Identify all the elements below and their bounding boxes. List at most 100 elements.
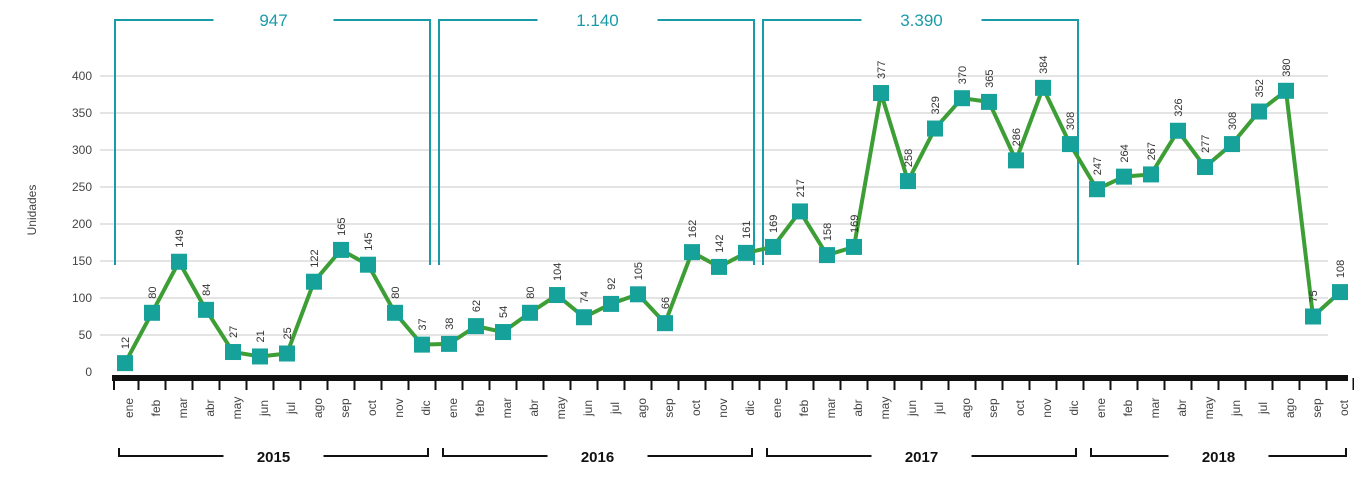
year-label: 2015: [257, 449, 290, 466]
value-label: 84: [201, 284, 213, 296]
value-label: 286: [1011, 128, 1023, 146]
x-tick-label: abr: [203, 399, 217, 416]
total-label: 3.390: [900, 11, 943, 30]
x-tick-label: jun: [1229, 400, 1243, 417]
marker: [1062, 136, 1078, 153]
marker: [468, 318, 484, 335]
x-tick-label: ago: [1283, 398, 1297, 418]
y-tick-label: 100: [72, 291, 92, 305]
x-tick-label: abr: [527, 399, 541, 416]
x-tick-label: feb: [797, 399, 811, 416]
year-label: 2017: [905, 449, 938, 466]
marker: [954, 90, 970, 107]
marker: [1251, 103, 1267, 120]
value-label: 145: [363, 232, 375, 250]
x-tick-label: mar: [1148, 398, 1162, 419]
value-label: 25: [282, 327, 294, 339]
value-label: 326: [1173, 98, 1185, 116]
value-label: 21: [255, 330, 267, 342]
x-tick-label: jul: [608, 402, 622, 415]
x-tick-label: sep: [986, 398, 1000, 418]
marker: [306, 273, 322, 290]
marker: [1224, 136, 1240, 153]
marker: [657, 315, 673, 332]
x-tick-label: jul: [284, 402, 298, 415]
x-tick-label: mar: [176, 398, 190, 419]
x-tick-label: may: [230, 397, 244, 420]
x-tick-label: feb: [473, 399, 487, 416]
marker: [1035, 79, 1051, 96]
marker: [549, 287, 565, 304]
x-tick-label: nov: [392, 398, 406, 417]
total-bracket: [114, 19, 431, 265]
value-label: 54: [498, 306, 510, 318]
total-label: 947: [259, 11, 287, 30]
value-label: 308: [1065, 112, 1077, 130]
year-bracket: [766, 448, 1077, 457]
marker: [819, 247, 835, 264]
value-label: 162: [687, 220, 699, 238]
x-tick-label: may: [554, 397, 568, 420]
value-label: 370: [957, 66, 969, 84]
x-tick-label: mar: [824, 398, 838, 419]
marker: [1278, 82, 1294, 99]
value-label: 66: [660, 297, 672, 309]
marker: [1116, 168, 1132, 185]
value-label: 380: [1281, 58, 1293, 76]
marker: [1143, 166, 1159, 183]
marker: [279, 345, 295, 362]
value-label: 308: [1227, 112, 1239, 130]
marker: [765, 238, 781, 255]
value-label: 352: [1254, 79, 1266, 97]
value-label: 258: [903, 149, 915, 167]
marker: [738, 244, 754, 261]
x-tick-label: ene: [122, 398, 136, 418]
year-bracket: [1090, 448, 1347, 457]
x-tick-label: jun: [581, 400, 595, 417]
marker: [1089, 181, 1105, 198]
value-label: 169: [849, 215, 861, 233]
marker: [360, 256, 376, 273]
total-bracket: [438, 19, 755, 265]
marker: [1332, 284, 1348, 301]
x-tick-label: mar: [500, 398, 514, 419]
x-tick-label: jul: [1256, 402, 1270, 415]
x-axis: [112, 375, 1348, 381]
y-tick-label: 300: [72, 143, 92, 157]
value-label: 104: [552, 263, 564, 281]
value-label: 27: [228, 326, 240, 338]
value-label: 105: [633, 262, 645, 280]
marker: [576, 309, 592, 326]
marker: [630, 286, 646, 303]
value-label: 108: [1335, 260, 1347, 278]
value-label: 74: [579, 291, 591, 303]
x-tick-label: jul: [932, 402, 946, 415]
value-label: 122: [309, 249, 321, 267]
marker: [198, 301, 214, 318]
value-label: 92: [606, 278, 618, 290]
x-tick-label: ago: [311, 398, 325, 418]
value-label: 62: [471, 300, 483, 312]
x-tick-label: may: [878, 397, 892, 420]
total-bracket: [762, 19, 1079, 265]
y-tick-label: 150: [72, 254, 92, 268]
value-label: 80: [390, 287, 402, 299]
x-tick-label: feb: [1121, 399, 1135, 416]
marker: [684, 244, 700, 261]
value-label: 161: [741, 221, 753, 239]
x-tick-label: jun: [905, 400, 919, 417]
x-tick-label: dic: [1067, 400, 1081, 415]
y-tick-label: 50: [79, 328, 93, 342]
y-tick-label: 200: [72, 217, 92, 231]
marker: [414, 336, 430, 353]
x-tick-label: jun: [257, 400, 271, 417]
year-label: 2018: [1202, 449, 1235, 466]
value-label: 169: [768, 215, 780, 233]
marker: [603, 295, 619, 312]
marker: [522, 304, 538, 321]
value-label: 267: [1146, 142, 1158, 160]
value-label: 37: [417, 318, 429, 330]
year-bracket: [442, 448, 753, 457]
